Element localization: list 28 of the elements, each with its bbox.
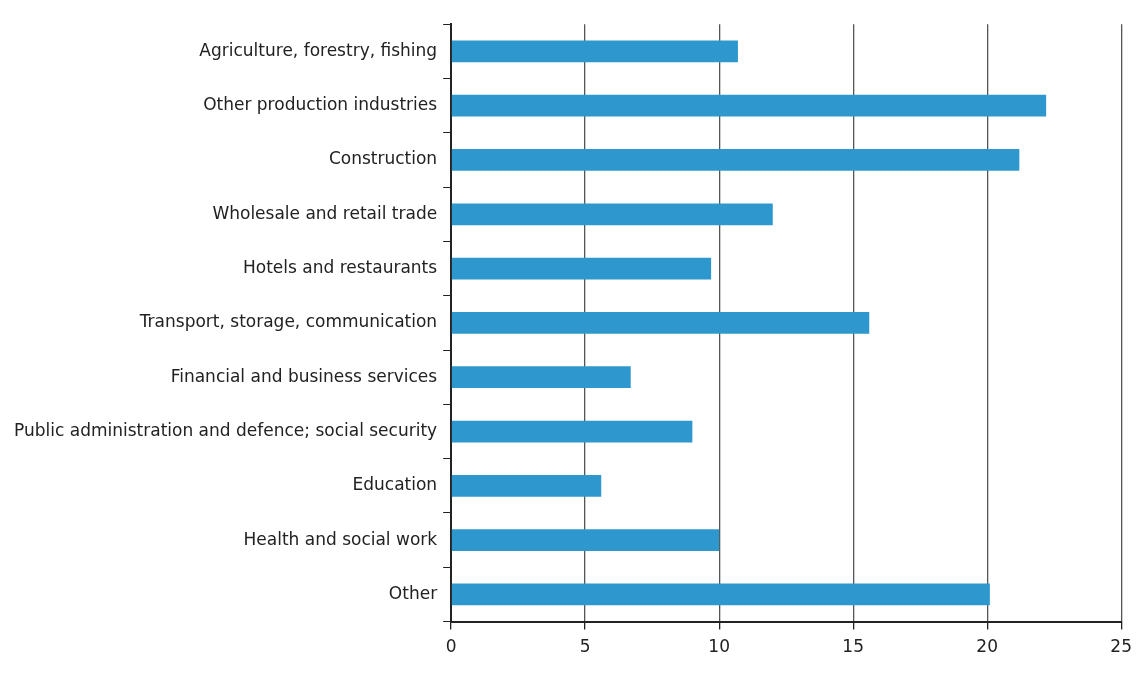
y-tick-label: Construction xyxy=(328,148,438,169)
bar xyxy=(451,583,990,606)
bar xyxy=(451,529,720,551)
bar xyxy=(451,366,631,389)
bar xyxy=(451,257,712,280)
bar xyxy=(451,149,1020,171)
y-tick-label: Hotels and restaurants xyxy=(242,257,438,278)
y-tick-label: Education xyxy=(352,474,438,495)
bar xyxy=(451,420,693,443)
bar xyxy=(451,94,1047,117)
x-tick-label: 0 xyxy=(445,636,457,657)
y-tick-label: Health and social work xyxy=(243,528,438,549)
y-tick-label: Transport, storage, communication xyxy=(138,311,438,332)
bar xyxy=(451,474,602,497)
y-tick-label: Other xyxy=(388,582,438,603)
x-tick-label: 25 xyxy=(1110,636,1132,657)
y-tick-label: Public administration and defence; social security xyxy=(14,419,438,440)
y-tick-label: Other production industries xyxy=(203,94,438,115)
bar xyxy=(451,40,738,63)
x-tick-label: 5 xyxy=(579,636,591,657)
bar xyxy=(451,203,773,226)
y-tick-label: Agriculture, forestry, fishing xyxy=(199,39,438,60)
y-tick-label: Wholesale and retail trade xyxy=(212,202,438,223)
x-tick-label: 10 xyxy=(708,636,730,657)
bar xyxy=(451,312,870,334)
x-tick-label: 20 xyxy=(976,636,998,657)
y-tick-label: Financial and business services xyxy=(170,365,438,386)
x-tick-label: 15 xyxy=(842,636,864,657)
